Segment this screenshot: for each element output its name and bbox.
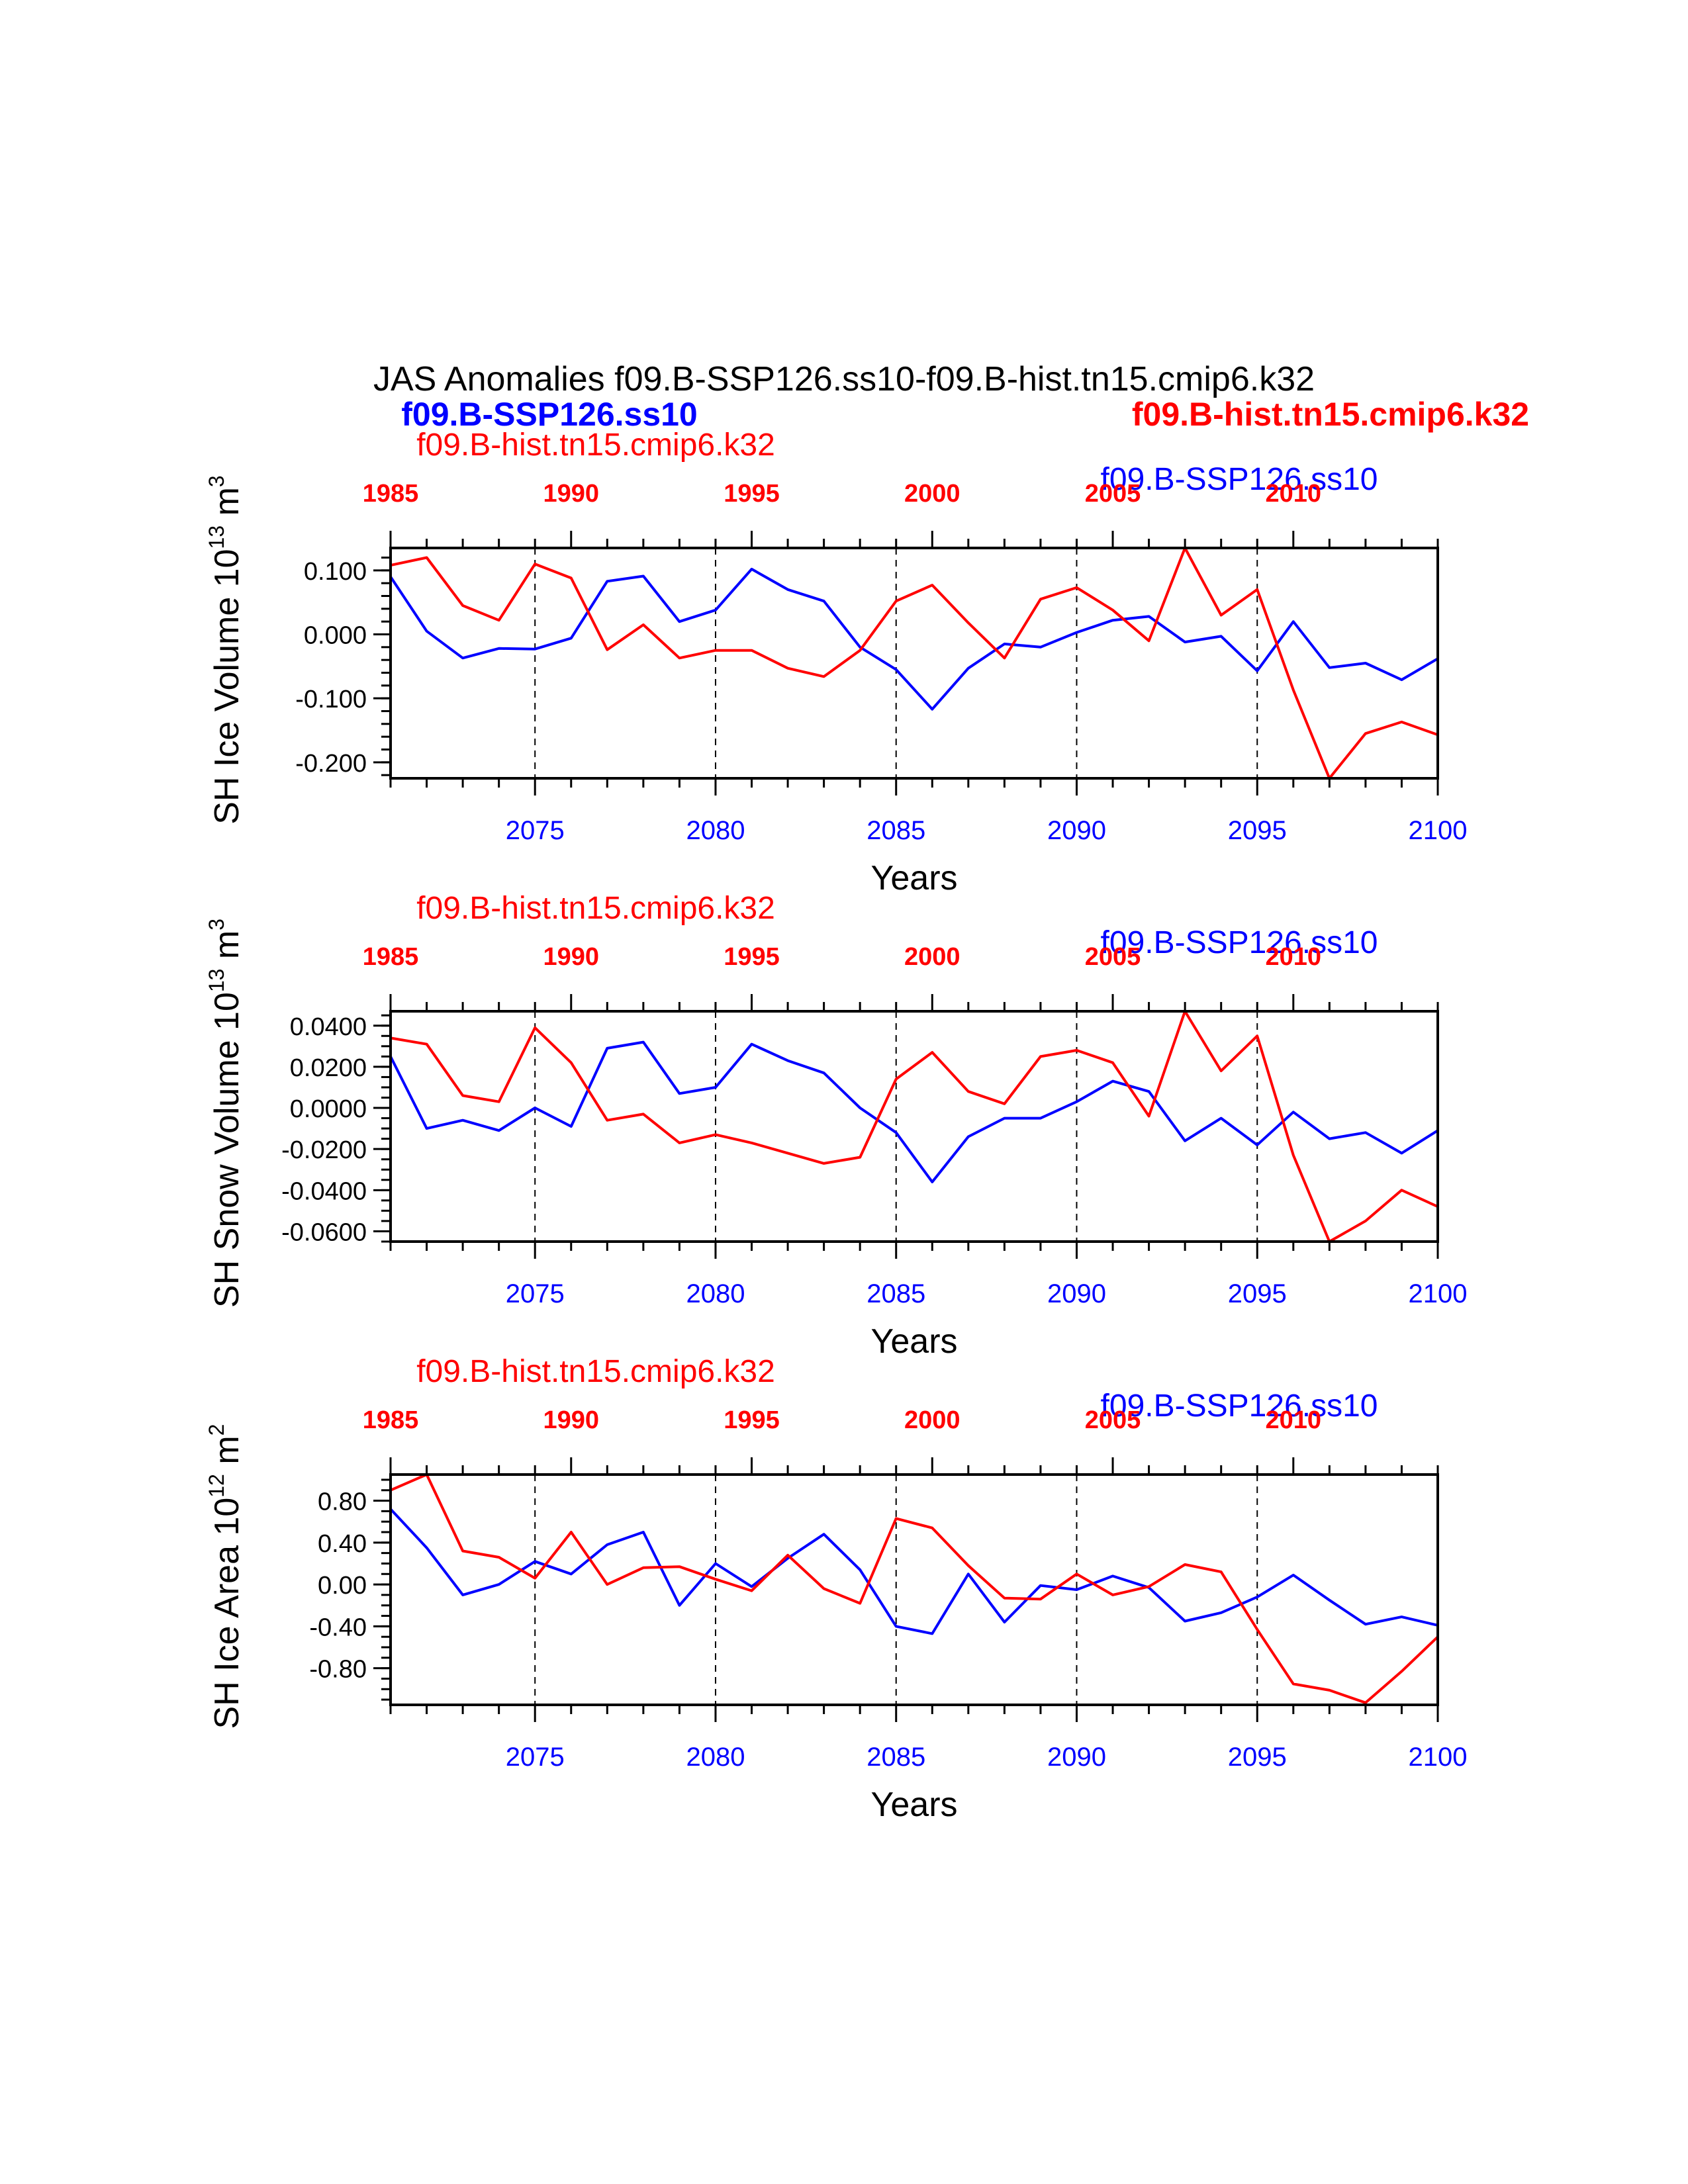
y-tick-label: -0.100 (295, 686, 367, 713)
panel-left-label: f09.B-hist.tn15.cmip6.k32 (416, 428, 775, 463)
y-axis-label: SH Ice Volume 1013 m3 (205, 475, 246, 824)
x-tick-label: 2075 (506, 1743, 565, 1772)
x-tick-label: 2080 (686, 816, 745, 845)
top-tick-label: 1990 (543, 1406, 599, 1434)
y-tick-label: 0.000 (304, 622, 367, 650)
y-axis-label-unit: m (208, 487, 246, 525)
x-tick-label: 2090 (1047, 816, 1106, 845)
y-axis-label-exponent: 12 (205, 1474, 228, 1498)
y-tick-label: 0.0000 (290, 1095, 367, 1123)
hist-series-line-ice-area (390, 1473, 1439, 1704)
top-tick-label: 2010 (1266, 1406, 1322, 1434)
x-tick-label: 2075 (506, 816, 565, 845)
x-tick-label: 2080 (686, 1279, 745, 1308)
x-tick-label: 2095 (1228, 1279, 1287, 1308)
y-axis-label-text: SH Ice Area 10 (208, 1498, 246, 1729)
y-axis-label-text: SH Ice Volume 10 (208, 549, 246, 824)
y-tick-label: -0.0200 (281, 1136, 367, 1164)
y-tick-label: 0.0200 (290, 1054, 367, 1082)
top-tick-label: 2005 (1085, 480, 1141, 508)
x-tick-label: 2075 (506, 1279, 565, 1308)
hist-series-line-ice-volume (390, 547, 1438, 780)
x-tick-label: 2080 (686, 1743, 745, 1772)
y-tick-label: -0.0600 (281, 1218, 367, 1246)
y-axis-label-unit-exponent: 3 (205, 919, 228, 931)
top-tick-label: 2010 (1266, 943, 1322, 971)
y-tick-label: -0.0400 (281, 1177, 367, 1205)
y-tick-label: 0.0400 (290, 1013, 367, 1041)
plot-frame (389, 1010, 1439, 1243)
y-axis-label-unit-exponent: 2 (205, 1424, 228, 1436)
top-tick-label: 1995 (724, 943, 780, 971)
top-tick-label: 1985 (363, 1406, 419, 1434)
header-right-label: f09.B-hist.tn15.cmip6.k32 (1132, 396, 1529, 433)
panel-right-label: f09.B-SSP126.ss10 (1101, 462, 1378, 497)
panel-left-label: f09.B-hist.tn15.cmip6.k32 (416, 891, 775, 926)
y-axis-label-unit: m (208, 931, 246, 969)
top-tick-label: 1990 (543, 480, 599, 508)
plot-frame (389, 1473, 1439, 1706)
y-tick-label: 0.00 (318, 1572, 367, 1600)
top-tick-label: 1995 (724, 480, 780, 508)
plot-frame (389, 547, 1439, 780)
top-tick-label: 2000 (904, 480, 961, 508)
x-tick-label: 2100 (1409, 1743, 1468, 1772)
main-title: JAS Anomalies f09.B-SSP126.ss10-f09.B-hi… (373, 360, 1315, 398)
y-axis-label-exponent: 13 (205, 969, 228, 993)
x-tick-label: 2095 (1228, 816, 1287, 845)
y-axis-label-exponent: 13 (205, 525, 228, 549)
panel-right-label: f09.B-SSP126.ss10 (1101, 1388, 1378, 1424)
y-tick-label: -0.80 (309, 1656, 367, 1684)
x-tick-label: 2100 (1409, 816, 1468, 845)
panel-left-label: f09.B-hist.tn15.cmip6.k32 (416, 1354, 775, 1389)
panel-right-label: f09.B-SSP126.ss10 (1101, 925, 1378, 960)
x-tick-label: 2090 (1047, 1743, 1106, 1772)
x-tick-label: 2100 (1409, 1279, 1468, 1308)
panel-ice-volume: f09.B-hist.tn15.cmip6.k32 f09.B-SSP126.ss… (205, 428, 1467, 897)
top-tick-label: 2010 (1266, 480, 1322, 508)
y-axis-label-unit: m (208, 1435, 246, 1474)
x-tick-label: 2085 (867, 1279, 925, 1308)
top-tick-label: 2000 (904, 1406, 961, 1434)
x-tick-label: 2090 (1047, 1279, 1106, 1308)
y-tick-label: 0.80 (318, 1488, 367, 1516)
hist-series-line-snow-volume (390, 1010, 1438, 1243)
x-axis-label: Years (870, 1786, 957, 1824)
panel-snow-volume: f09.B-hist.tn15.cmip6.k32 f09.B-SSP126.ss… (205, 891, 1467, 1361)
y-tick-label: -0.200 (295, 750, 367, 778)
ssp-series-line-ice-area (389, 1508, 1438, 1635)
y-tick-label: 0.100 (304, 558, 367, 586)
top-tick-label: 2000 (904, 943, 961, 971)
y-tick-label: -0.40 (309, 1614, 367, 1641)
x-tick-label: 2085 (867, 816, 925, 845)
y-tick-label: 0.40 (318, 1530, 367, 1558)
panel-ice-area: f09.B-hist.tn15.cmip6.k32 f09.B-SSP126.ss… (205, 1354, 1467, 1824)
header-left-label: f09.B-SSP126.ss10 (401, 396, 698, 433)
top-tick-label: 1985 (363, 943, 419, 971)
ssp-series-line-ice-volume (389, 567, 1439, 711)
top-tick-label: 1990 (543, 943, 599, 971)
y-axis-label: SH Snow Volume 1013 m3 (205, 919, 246, 1308)
ssp-series-line-snow-volume (389, 1040, 1439, 1183)
top-tick-label: 2005 (1085, 1406, 1141, 1434)
y-axis-label-text: SH Snow Volume 10 (208, 992, 246, 1308)
x-axis-label: Years (870, 1322, 957, 1361)
x-axis-label: Years (870, 859, 957, 897)
x-tick-label: 2085 (867, 1743, 925, 1772)
top-tick-label: 1995 (724, 1406, 780, 1434)
y-axis-label: SH Ice Area 1012 m2 (205, 1424, 246, 1729)
x-tick-label: 2095 (1228, 1743, 1287, 1772)
top-tick-label: 1985 (363, 480, 419, 508)
y-axis-label-unit-exponent: 3 (205, 475, 228, 487)
top-tick-label: 2005 (1085, 943, 1141, 971)
